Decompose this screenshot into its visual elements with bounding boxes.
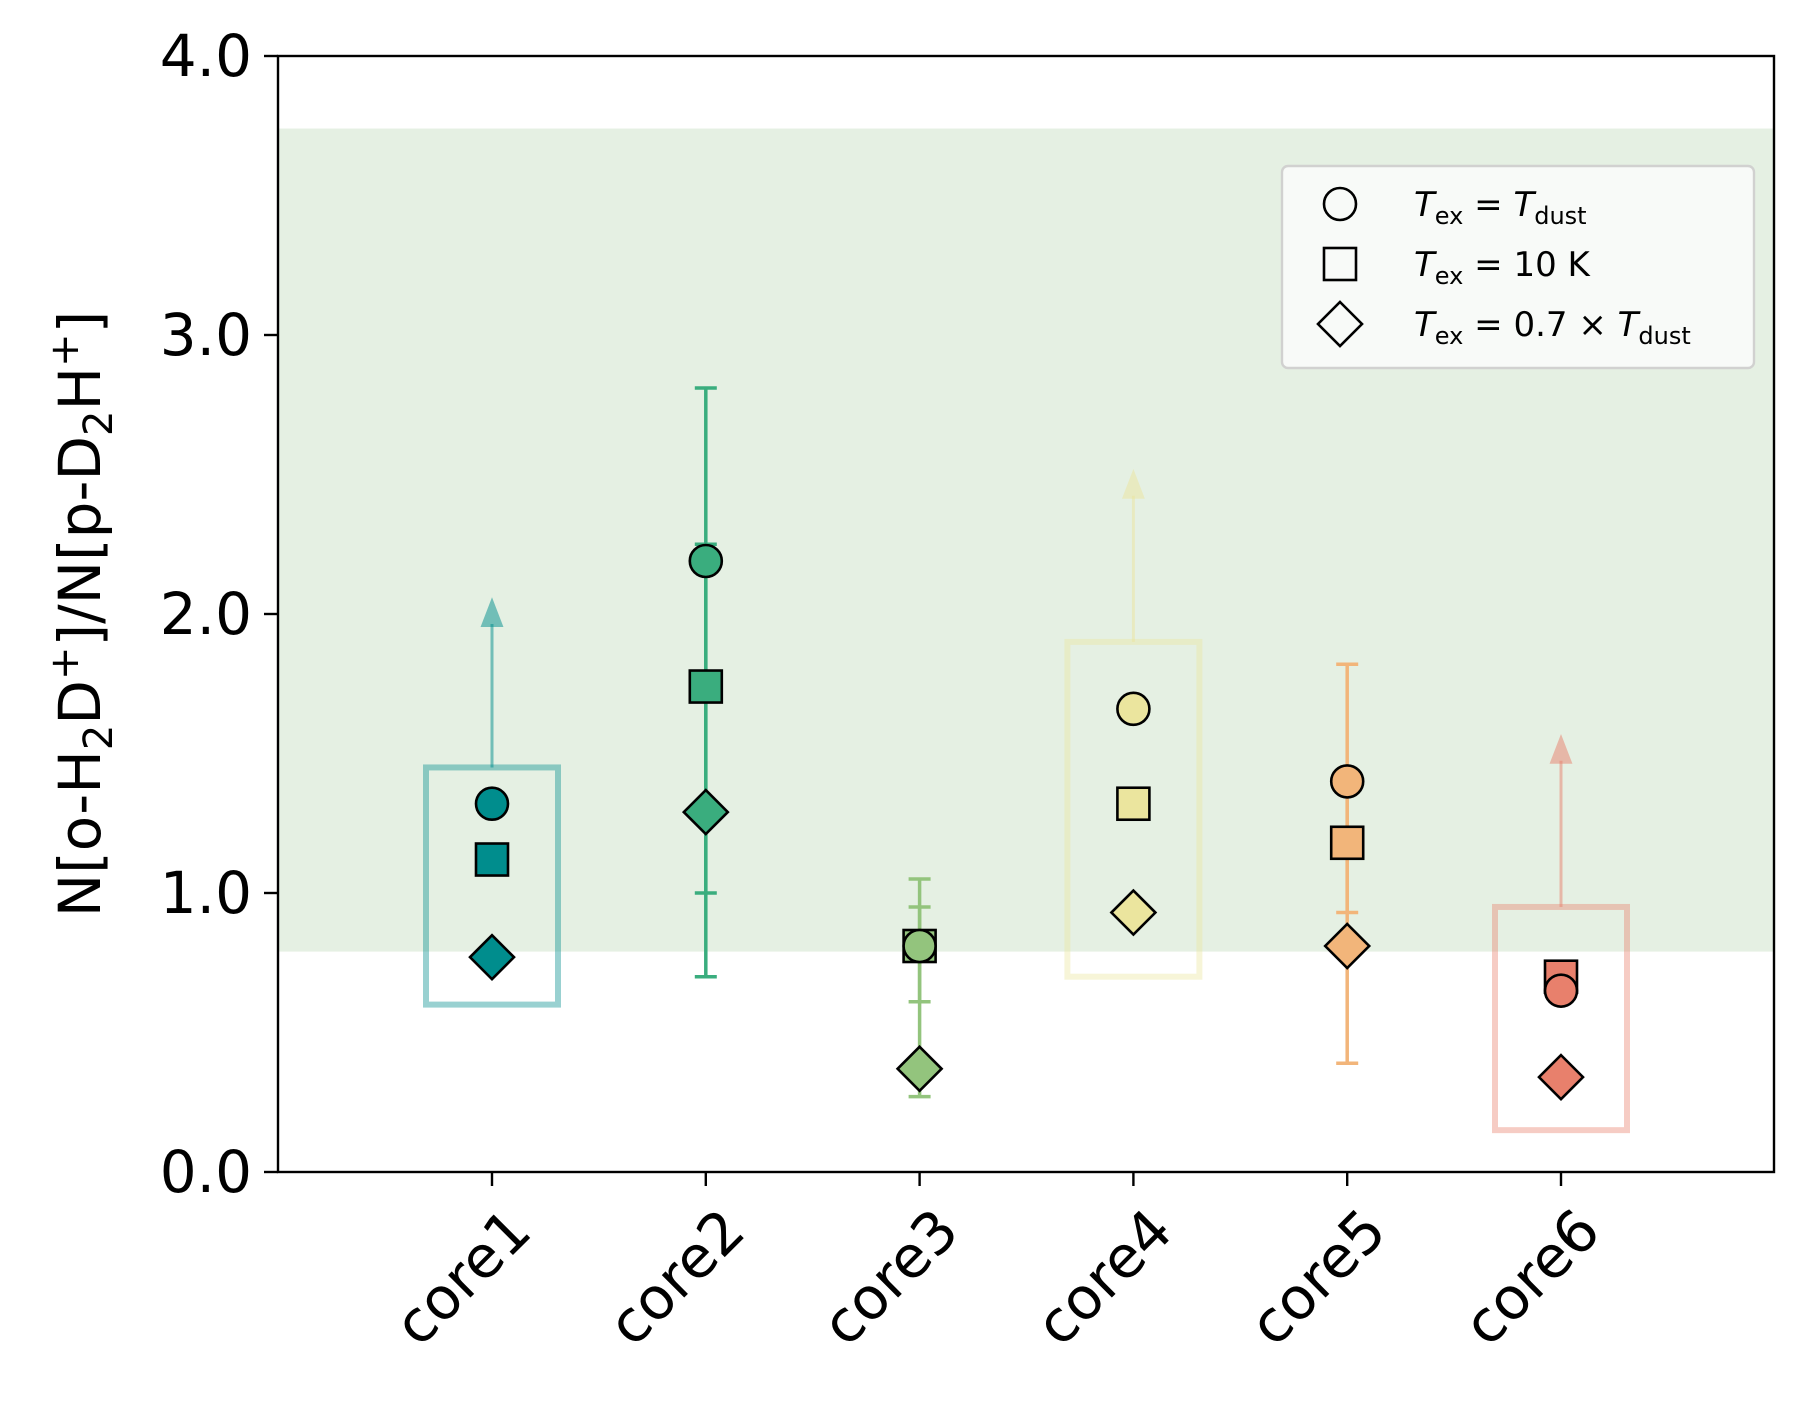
lower-limit-layer xyxy=(423,468,1630,1134)
data-point-diamond xyxy=(895,1044,944,1093)
legend-label-part: T xyxy=(1414,185,1437,225)
legend-label-part: ex xyxy=(1435,322,1464,350)
data-point-diamond xyxy=(681,788,730,836)
legend-label: Tex = 10 K xyxy=(1414,245,1592,290)
y-axis-label-part: + xyxy=(42,333,88,367)
y-axis-label-part: ]/N[p-D xyxy=(46,436,114,647)
legend-label-part: = xyxy=(1463,245,1513,285)
x-tick-label: core4 xyxy=(1022,1196,1185,1359)
data-point-circle xyxy=(1543,973,1579,1008)
x-tick-label: core2 xyxy=(595,1196,758,1359)
marker-layer xyxy=(468,543,1585,1101)
x-tick-label: core5 xyxy=(1236,1196,1399,1359)
data-point-diamond xyxy=(468,933,516,982)
data-point-square xyxy=(688,669,724,704)
data-point-square xyxy=(1116,786,1151,822)
legend-label-part: ex xyxy=(1435,262,1464,290)
y-axis-label-part: 2 xyxy=(76,410,122,435)
legend-marker-diamond xyxy=(1316,300,1364,348)
legend-label: Tex = 0.7 × Tdust xyxy=(1414,305,1691,350)
legend-label: Tex = Tdust xyxy=(1414,185,1587,230)
y-axis-label: N[o-H2D+]/N[p-D2H+] xyxy=(42,311,122,918)
legend-label-part: T xyxy=(1618,305,1641,345)
data-point-circle xyxy=(1116,691,1151,727)
legend-label-part: T xyxy=(1513,185,1536,225)
y-axis-label-part: D xyxy=(46,680,114,725)
legend-label-part: ex xyxy=(1435,202,1464,230)
data-point-square xyxy=(474,842,510,877)
x-axis: core1 core2 core3 core4 core5 core6 xyxy=(381,1172,1613,1359)
y-axis-label-part: + xyxy=(42,647,88,681)
legend-marker-square xyxy=(1322,246,1358,282)
lower-limit-arrow-head xyxy=(1121,468,1145,499)
legend-box xyxy=(1280,164,1756,370)
y-axis-label-part: N[o-H xyxy=(46,750,114,917)
y-tick-label: 3.0 xyxy=(160,301,252,369)
legend-label-part: dust xyxy=(1534,202,1586,230)
y-tick-label: 2.0 xyxy=(160,580,252,648)
data-point-circle xyxy=(474,786,510,822)
data-point-diamond xyxy=(1109,888,1158,937)
x-tick-label: core3 xyxy=(808,1196,971,1359)
legend-label-part: T xyxy=(1414,305,1437,345)
legend-label-part: T xyxy=(1414,245,1437,285)
y-axis-label-part: ] xyxy=(46,311,114,334)
y-axis-label-part: 2 xyxy=(76,725,122,750)
data-point-circle xyxy=(1329,764,1365,799)
y-axis-label-part: H xyxy=(46,367,114,411)
data-point-diamond xyxy=(1323,922,1372,970)
lower-limit-arrow-head xyxy=(1549,733,1573,764)
legend-label-part: 10 K xyxy=(1513,245,1591,285)
y-tick-label: 4.0 xyxy=(160,22,252,90)
y-tick-label: 0.0 xyxy=(160,1138,252,1206)
x-tick-label: core1 xyxy=(381,1196,544,1359)
legend-marker-circle xyxy=(1322,186,1358,222)
data-point-square xyxy=(1329,825,1365,861)
legend-label-part: dust xyxy=(1638,322,1690,350)
data-point-diamond xyxy=(1537,1053,1585,1101)
legend-label-part: 0.7 × xyxy=(1513,305,1617,345)
lower-limit-arrow-head xyxy=(480,597,504,628)
data-point-circle xyxy=(902,928,937,964)
data-point-circle xyxy=(688,543,724,579)
legend-label-part: = xyxy=(1463,185,1513,225)
legend-label-part: = xyxy=(1463,305,1513,345)
y-axis: 0.0 1.0 2.0 3.0 4.0 xyxy=(160,22,278,1206)
y-tick-label: 1.0 xyxy=(160,859,252,927)
x-tick-label: core6 xyxy=(1450,1196,1613,1359)
